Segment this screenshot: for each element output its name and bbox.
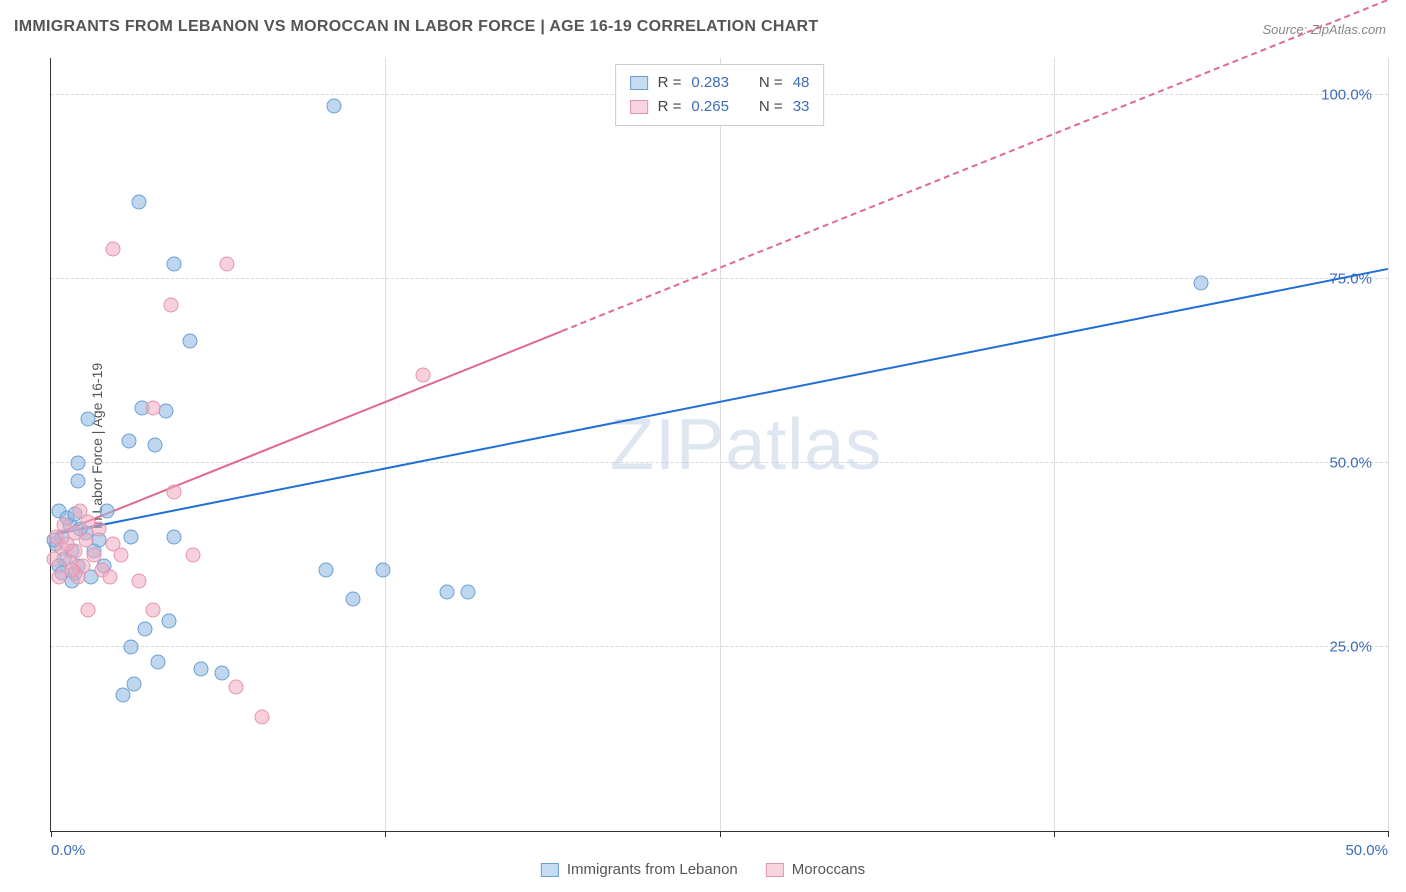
- x-tick-mark: [1054, 831, 1055, 837]
- data-point-moroccans: [132, 573, 147, 588]
- data-point-lebanon: [124, 529, 139, 544]
- data-point-lebanon: [327, 98, 342, 113]
- swatch-moroccans-icon: [630, 100, 648, 114]
- data-point-moroccans: [46, 551, 61, 566]
- data-point-moroccans: [65, 562, 80, 577]
- data-point-lebanon: [150, 654, 165, 669]
- data-point-lebanon: [215, 665, 230, 680]
- chart-container: IMMIGRANTS FROM LEBANON VS MOROCCAN IN L…: [0, 0, 1406, 892]
- x-tick-mark: [1388, 831, 1389, 837]
- trendline-moroccans: [56, 330, 563, 535]
- data-point-lebanon: [193, 662, 208, 677]
- data-point-moroccans: [81, 603, 96, 618]
- data-point-lebanon: [70, 455, 85, 470]
- data-point-lebanon: [137, 621, 152, 636]
- legend-row-moroccans: R = 0.265 N = 33: [630, 95, 810, 119]
- data-point-lebanon: [116, 687, 131, 702]
- legend-n-value-lebanon: 48: [793, 71, 810, 95]
- x-tick-label: 0.0%: [51, 842, 85, 859]
- swatch-moroccans-icon: [766, 863, 784, 877]
- y-tick-label: 100.0%: [1321, 86, 1372, 103]
- legend-n-label: N =: [759, 95, 783, 119]
- data-point-lebanon: [158, 404, 173, 419]
- data-point-lebanon: [161, 614, 176, 629]
- grid-line-v: [1054, 58, 1055, 831]
- data-point-moroccans: [185, 547, 200, 562]
- data-point-lebanon: [167, 257, 182, 272]
- legend-row-lebanon: R = 0.283 N = 48: [630, 71, 810, 95]
- data-point-lebanon: [100, 503, 115, 518]
- data-point-lebanon: [70, 474, 85, 489]
- plot-area: ZIPatlas R = 0.283 N = 48 R = 0.265 N = …: [50, 58, 1388, 832]
- data-point-moroccans: [145, 400, 160, 415]
- grid-line-v: [720, 58, 721, 831]
- legend-n-label: N =: [759, 71, 783, 95]
- data-point-moroccans: [415, 367, 430, 382]
- data-point-moroccans: [228, 680, 243, 695]
- swatch-lebanon-icon: [630, 76, 648, 90]
- legend-series: Immigrants from Lebanon Moroccans: [541, 861, 865, 878]
- legend-r-value-moroccans: 0.265: [691, 95, 729, 119]
- legend-r-label: R =: [658, 71, 682, 95]
- data-point-lebanon: [132, 194, 147, 209]
- x-tick-mark: [51, 831, 52, 837]
- x-tick-mark: [720, 831, 721, 837]
- swatch-lebanon-icon: [541, 863, 559, 877]
- trendline-lebanon: [56, 268, 1388, 535]
- data-point-lebanon: [167, 529, 182, 544]
- data-point-lebanon: [124, 639, 139, 654]
- chart-title: IMMIGRANTS FROM LEBANON VS MOROCCAN IN L…: [14, 18, 818, 36]
- data-point-moroccans: [81, 514, 96, 529]
- data-point-moroccans: [255, 709, 270, 724]
- legend-item-lebanon: Immigrants from Lebanon: [541, 861, 738, 878]
- data-point-lebanon: [1193, 275, 1208, 290]
- legend-item-moroccans: Moroccans: [766, 861, 865, 878]
- x-tick-label: 50.0%: [1345, 842, 1388, 859]
- data-point-lebanon: [319, 562, 334, 577]
- y-tick-label: 50.0%: [1329, 454, 1372, 471]
- data-point-lebanon: [439, 584, 454, 599]
- data-point-moroccans: [105, 242, 120, 257]
- data-point-lebanon: [81, 411, 96, 426]
- data-point-moroccans: [113, 547, 128, 562]
- legend-correlation: R = 0.283 N = 48 R = 0.265 N = 33: [615, 64, 825, 126]
- data-point-lebanon: [183, 334, 198, 349]
- legend-r-value-lebanon: 0.283: [691, 71, 729, 95]
- data-point-lebanon: [148, 437, 163, 452]
- x-tick-mark: [385, 831, 386, 837]
- grid-line-v: [385, 58, 386, 831]
- watermark-prefix: ZIP: [610, 405, 725, 485]
- legend-label-moroccans: Moroccans: [792, 861, 865, 878]
- data-point-moroccans: [102, 570, 117, 585]
- trendline-ext-moroccans: [562, 0, 1388, 332]
- data-point-moroccans: [68, 525, 83, 540]
- data-point-lebanon: [121, 433, 136, 448]
- data-point-moroccans: [220, 257, 235, 272]
- data-point-moroccans: [145, 603, 160, 618]
- data-point-moroccans: [167, 485, 182, 500]
- legend-r-label: R =: [658, 95, 682, 119]
- grid-line-v: [1388, 58, 1389, 831]
- data-point-moroccans: [164, 297, 179, 312]
- legend-label-lebanon: Immigrants from Lebanon: [567, 861, 738, 878]
- data-point-lebanon: [375, 562, 390, 577]
- data-point-lebanon: [461, 584, 476, 599]
- y-tick-label: 25.0%: [1329, 638, 1372, 655]
- data-point-lebanon: [346, 592, 361, 607]
- watermark-suffix: atlas: [725, 405, 882, 485]
- legend-n-value-moroccans: 33: [793, 95, 810, 119]
